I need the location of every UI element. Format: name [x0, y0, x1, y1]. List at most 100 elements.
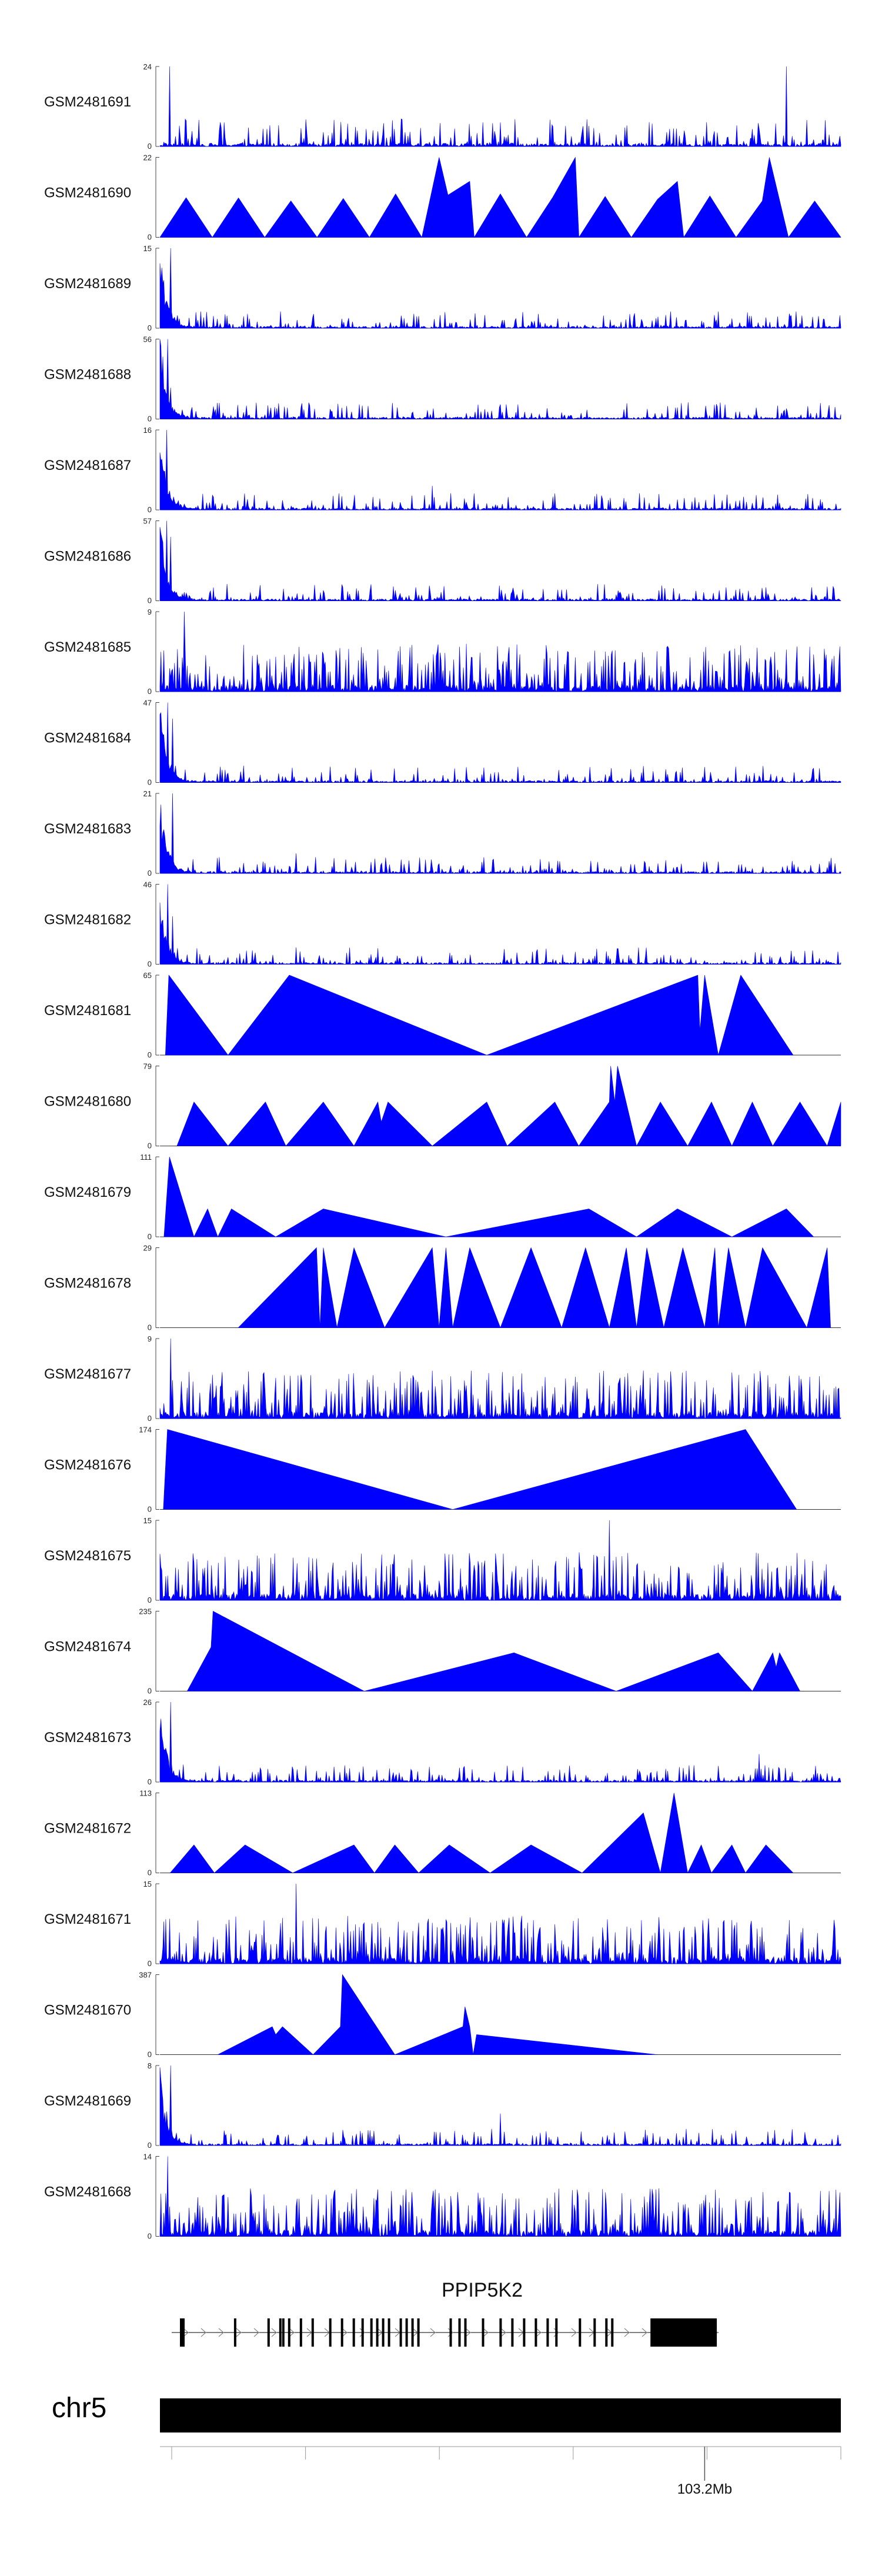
coverage-area — [163, 1429, 797, 1510]
gene-exon — [299, 2318, 302, 2347]
track-zero-label: 0 — [148, 1323, 152, 1332]
track-ymax-label: 47 — [143, 699, 152, 708]
axis-ticks — [171, 2447, 841, 2460]
track-ymax-label: 15 — [143, 1516, 152, 1525]
track-label: GSM2481677 — [44, 1366, 131, 1382]
track-label: GSM2481681 — [44, 1003, 131, 1019]
track-zero-label: 0 — [148, 1505, 152, 1514]
gene-exon — [399, 2318, 402, 2347]
coverage-area — [159, 156, 841, 238]
gene-exon — [534, 2318, 537, 2347]
coverage-area — [218, 1974, 657, 2055]
track-zero-label: 0 — [148, 1050, 152, 1059]
strand-arrow — [571, 2328, 577, 2337]
coverage-area — [169, 1793, 794, 1874]
coverage-area — [159, 339, 841, 420]
gene-exons — [180, 2318, 717, 2347]
track-zero-label: 0 — [148, 960, 152, 969]
gene-name-label: PPIP5K2 — [442, 2279, 523, 2301]
track-zero-label: 0 — [148, 1868, 152, 1877]
track-ymax-label: 46 — [143, 880, 152, 889]
track-ymax-label: 9 — [148, 1334, 152, 1343]
gene-exon — [482, 2318, 485, 2347]
coverage-area — [159, 1520, 841, 1601]
track-zero-label: 0 — [148, 1777, 152, 1786]
track-label: GSM2481673 — [44, 1730, 131, 1746]
track-ymax-label: 15 — [143, 244, 152, 253]
chromosome-label: chr5 — [52, 2393, 106, 2424]
coverage-area — [159, 2156, 841, 2237]
track-label: GSM2481671 — [44, 1911, 131, 1927]
gene-exon — [411, 2318, 414, 2347]
chromosome-track: chr5 103.2Mb — [52, 2393, 841, 2497]
axis-tick-label: 103.2Mb — [677, 2481, 732, 2497]
gene-exon — [279, 2318, 282, 2347]
track-ymax-label: 57 — [143, 517, 152, 526]
track-ymax-label: 113 — [139, 1789, 152, 1798]
strand-arrow — [236, 2328, 242, 2337]
gene-exon — [593, 2318, 596, 2347]
track-label: GSM2481675 — [44, 1548, 131, 1564]
track-label: GSM2481676 — [44, 1457, 131, 1473]
track-zero-label: 0 — [148, 778, 152, 787]
gene-exon — [464, 2318, 467, 2347]
track-zero-label: 0 — [148, 1232, 152, 1241]
track-label: GSM2481683 — [44, 821, 131, 837]
gene-exon — [311, 2318, 314, 2347]
gene-exon — [340, 2318, 343, 2347]
gene-exon — [511, 2318, 514, 2347]
track-zero-label: 0 — [148, 1142, 152, 1150]
coverage-area — [159, 702, 841, 783]
coverage-area — [159, 884, 841, 965]
track-GSM2481680: GSM2481680 79 0 — [44, 1062, 841, 1150]
track-label: GSM2481690 — [44, 185, 131, 201]
strand-arrow — [359, 2328, 365, 2337]
track-ymax-label: 22 — [143, 154, 152, 162]
track-ymax-label: 26 — [143, 1698, 152, 1707]
track-GSM2481690: GSM2481690 22 0 — [44, 154, 841, 242]
track-zero-label: 0 — [148, 2232, 152, 2241]
coverage-area — [165, 975, 794, 1056]
coverage-area — [159, 248, 841, 329]
strand-arrow — [183, 2328, 189, 2337]
gene-exon — [417, 2318, 420, 2347]
track-label: GSM2481687 — [44, 458, 131, 473]
coverage-area — [159, 520, 841, 602]
gene-exon — [329, 2318, 332, 2347]
track-label: GSM2481669 — [44, 2093, 131, 2109]
strand-arrow — [500, 2328, 506, 2337]
track-label: GSM2481686 — [44, 549, 131, 565]
coverage-area — [159, 66, 841, 148]
track-label: GSM2481678 — [44, 1276, 131, 1292]
track-label: GSM2481672 — [44, 1821, 131, 1837]
track-ymax-label: 16 — [143, 426, 152, 435]
gene-exon — [555, 2318, 558, 2347]
track-zero-label: 0 — [148, 1596, 152, 1604]
track-GSM2481691: GSM2481691 24 0 — [44, 62, 841, 151]
coverage-area — [159, 2065, 841, 2147]
gene-exon — [605, 2318, 608, 2347]
gene-exon — [352, 2318, 355, 2347]
coverage-area — [159, 793, 841, 874]
gene-exon — [449, 2318, 452, 2347]
track-label: GSM2481684 — [44, 730, 131, 746]
track-ymax-label: 387 — [139, 1971, 152, 1980]
strand-arrow — [483, 2328, 489, 2337]
coverage-area — [159, 1338, 841, 1419]
strand-arrow — [465, 2328, 471, 2337]
coverage-area — [159, 429, 841, 510]
track-GSM2481674: GSM2481674 235 0 — [44, 1607, 841, 1696]
strand-arrow — [642, 2328, 647, 2337]
track-zero-label: 0 — [148, 869, 152, 877]
track-GSM2481687: GSM2481687 16 0 — [44, 426, 841, 514]
strand-arrow — [342, 2328, 348, 2337]
coverage-area — [159, 611, 841, 692]
track-ymax-label: 65 — [143, 971, 152, 980]
track-GSM2481685: GSM2481685 9 0 — [44, 608, 841, 696]
track-ymax-label: 56 — [143, 335, 152, 344]
track-GSM2481676: GSM2481676 174 0 — [44, 1426, 841, 1514]
track-GSM2481689: GSM2481689 15 0 — [44, 244, 841, 332]
track-label: GSM2481685 — [44, 639, 131, 655]
track-zero-label: 0 — [148, 1959, 152, 1968]
